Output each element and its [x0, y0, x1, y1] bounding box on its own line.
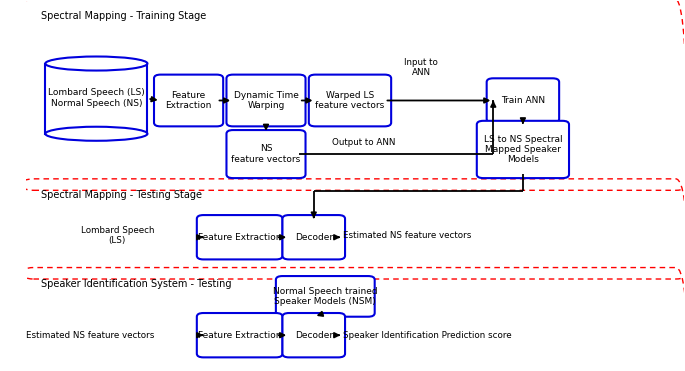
Ellipse shape	[45, 56, 147, 70]
FancyBboxPatch shape	[154, 75, 223, 127]
FancyBboxPatch shape	[282, 313, 345, 357]
Bar	[45, 63, 147, 134]
FancyBboxPatch shape	[197, 215, 282, 259]
Text: LS to NS Spectral
Mapped Speaker
Models: LS to NS Spectral Mapped Speaker Models	[484, 135, 562, 164]
Text: Spectral Mapping - Training Stage: Spectral Mapping - Training Stage	[41, 11, 207, 21]
Text: Train ANN: Train ANN	[501, 96, 545, 105]
Text: Feature Extraction: Feature Extraction	[198, 331, 282, 340]
Ellipse shape	[45, 127, 147, 141]
Text: Lombard Speech (LS)
Normal Speech (NS): Lombard Speech (LS) Normal Speech (NS)	[48, 88, 145, 108]
FancyBboxPatch shape	[197, 313, 282, 357]
FancyBboxPatch shape	[276, 276, 375, 317]
Text: NS
feature vectors: NS feature vectors	[232, 144, 301, 164]
FancyBboxPatch shape	[309, 75, 391, 127]
Text: Dynamic Time
Warping: Dynamic Time Warping	[234, 91, 299, 110]
Text: Decoder: Decoder	[295, 233, 333, 242]
Text: Feature
Extraction: Feature Extraction	[165, 91, 212, 110]
Text: Lombard Speech
(LS): Lombard Speech (LS)	[81, 226, 154, 245]
Text: Normal Speech trained
Speaker Models (NSM): Normal Speech trained Speaker Models (NS…	[273, 287, 377, 306]
FancyBboxPatch shape	[477, 121, 569, 178]
Text: Spectral Mapping - Testing Stage: Spectral Mapping - Testing Stage	[41, 190, 202, 200]
Text: Speaker Identification Prediction score: Speaker Identification Prediction score	[343, 331, 512, 340]
Text: Output to ANN: Output to ANN	[332, 138, 395, 148]
Text: Decoder: Decoder	[295, 331, 333, 340]
Text: Warped LS
feature vectors: Warped LS feature vectors	[315, 91, 384, 110]
Text: Estimated NS feature vectors: Estimated NS feature vectors	[343, 231, 471, 240]
Text: Feature Extraction: Feature Extraction	[198, 233, 282, 242]
FancyBboxPatch shape	[227, 75, 306, 127]
Text: Input to
ANN: Input to ANN	[404, 58, 438, 77]
FancyBboxPatch shape	[282, 215, 345, 259]
Text: Estimated NS feature vectors: Estimated NS feature vectors	[25, 331, 154, 340]
FancyBboxPatch shape	[486, 78, 559, 123]
FancyBboxPatch shape	[227, 130, 306, 178]
Text: Speaker Identification System - Testing: Speaker Identification System - Testing	[41, 279, 232, 289]
